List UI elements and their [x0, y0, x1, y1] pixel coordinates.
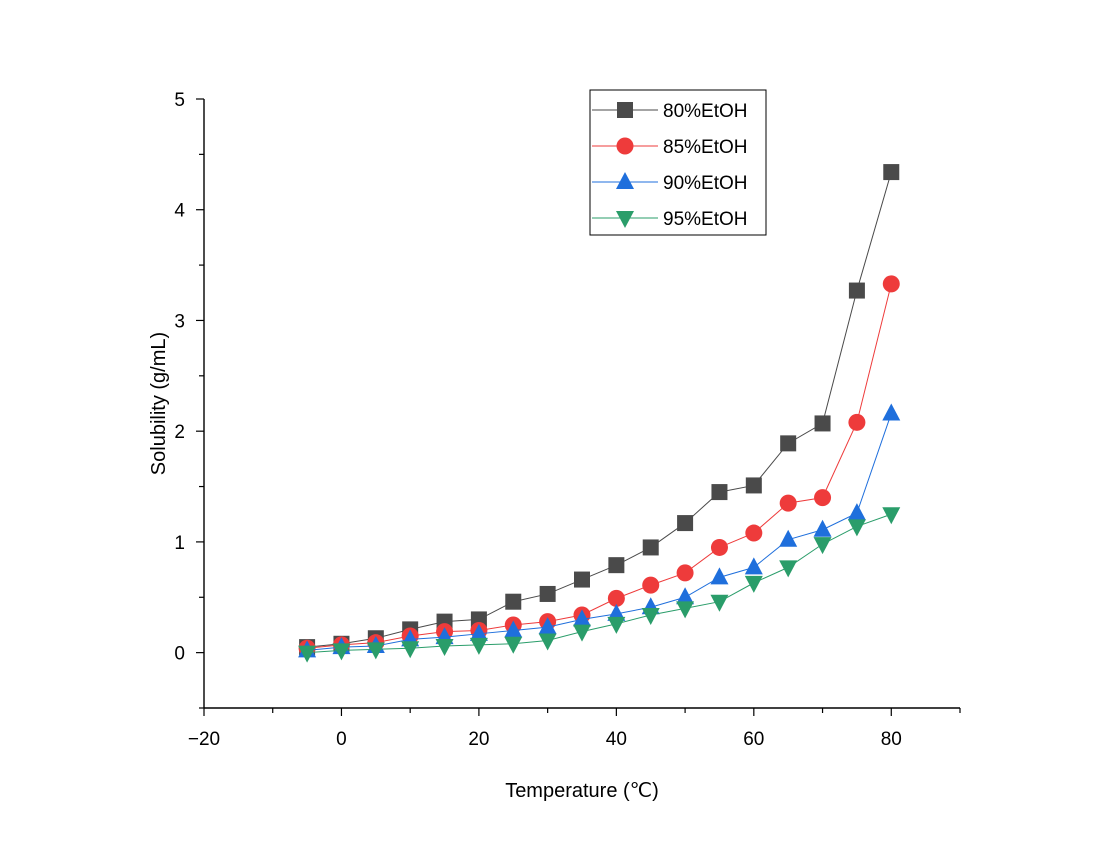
data-point-85pct-etoh [882, 275, 900, 293]
series-85pct-etoh [298, 275, 900, 657]
data-point-95pct-etoh [676, 601, 695, 619]
data-point-90pct-etoh [847, 503, 866, 521]
series-line-80pct-etoh [307, 171, 892, 648]
data-point-95pct-etoh [538, 633, 557, 651]
data-point-85pct-etoh [607, 589, 625, 607]
data-point-95pct-etoh [573, 624, 591, 642]
data-point-95pct-etoh [744, 575, 763, 593]
data-point-90pct-etoh [469, 623, 488, 641]
x-tick-label: 20 [468, 729, 489, 750]
data-point-95pct-etoh [710, 594, 729, 612]
x-tick-label: −20 [188, 729, 220, 750]
x-tick-label: 80 [881, 729, 902, 750]
data-point-95pct-etoh [298, 645, 317, 663]
data-point-90pct-etoh [676, 587, 695, 605]
data-point-90pct-etoh [607, 603, 626, 621]
data-point-95pct-etoh [641, 607, 660, 625]
series-line-90pct-etoh [307, 413, 892, 651]
data-point-95pct-etoh [469, 637, 488, 655]
data-point-80pct-etoh [883, 164, 900, 181]
data-point-95pct-etoh [504, 636, 523, 654]
y-tick-label: 1 [174, 533, 185, 554]
data-point-85pct-etoh [676, 564, 694, 582]
y-tick-label: 2 [174, 422, 185, 443]
data-point-95pct-etoh [813, 537, 832, 555]
x-tick-label: 0 [336, 729, 347, 750]
series-95pct-etoh [298, 507, 901, 663]
y-tick-label: 4 [174, 201, 185, 222]
y-tick-label: 0 [174, 644, 185, 665]
data-point-80pct-etoh [780, 435, 797, 452]
data-point-85pct-etoh [779, 494, 797, 512]
legend-label-80pct-etoh: 80%EtOH [663, 101, 747, 122]
x-tick-label: 40 [606, 729, 627, 750]
legend-label-90pct-etoh: 90%EtOH [663, 173, 747, 194]
data-point-90pct-etoh [573, 609, 591, 627]
legend-marker-80pct-etoh [617, 102, 633, 118]
data-point-80pct-etoh [608, 557, 625, 574]
legend-marker-90pct-etoh [616, 172, 634, 189]
x-axis-title: Temperature (℃) [505, 780, 659, 802]
data-point-95pct-etoh [882, 507, 901, 525]
data-point-80pct-etoh [814, 415, 831, 432]
y-axis-title: Solubility (g/mL) [148, 332, 170, 475]
data-point-90pct-etoh [504, 620, 523, 638]
series-line-85pct-etoh [307, 283, 892, 649]
data-point-95pct-etoh [366, 642, 385, 660]
data-point-85pct-etoh [814, 489, 832, 507]
data-point-80pct-etoh [677, 515, 694, 532]
data-point-90pct-etoh [813, 519, 832, 537]
data-point-90pct-etoh [538, 617, 557, 635]
legend: 80%EtOH 85%EtOH 90%EtOH 95%EtOH [589, 89, 767, 236]
data-point-80pct-etoh [711, 484, 728, 501]
data-point-80pct-etoh [745, 477, 762, 494]
data-point-90pct-etoh [882, 403, 901, 421]
legend-marker-95pct-etoh [616, 211, 634, 228]
data-point-95pct-etoh [401, 641, 420, 659]
series-90pct-etoh [298, 403, 901, 658]
data-point-95pct-etoh [847, 519, 866, 537]
y-tick-label: 3 [174, 311, 185, 332]
data-point-95pct-etoh [607, 616, 626, 634]
data-point-85pct-etoh [745, 524, 763, 542]
data-point-85pct-etoh [848, 413, 866, 431]
axes: −20 0 20 40 60 80 0 1 2 3 4 5 [174, 90, 961, 750]
data-point-90pct-etoh [779, 529, 798, 547]
legend-label-85pct-etoh: 85%EtOH [663, 137, 747, 158]
data-point-85pct-etoh [642, 576, 660, 594]
data-point-80pct-etoh [505, 593, 522, 610]
data-point-80pct-etoh [848, 282, 865, 299]
legend-label-95pct-etoh: 95%EtOH [663, 209, 747, 230]
data-point-95pct-etoh [779, 560, 798, 578]
series-layer [298, 164, 901, 663]
data-point-90pct-etoh [744, 557, 763, 575]
data-point-95pct-etoh [435, 638, 454, 656]
legend-marker-85pct-etoh [616, 137, 634, 155]
data-point-80pct-etoh [574, 571, 590, 588]
series-80pct-etoh [299, 164, 900, 656]
data-point-90pct-etoh [710, 567, 729, 585]
data-point-95pct-etoh [332, 643, 351, 661]
y-tick-label: 5 [174, 90, 185, 111]
x-tick-label: 60 [743, 729, 764, 750]
data-point-80pct-etoh [642, 539, 659, 556]
data-point-85pct-etoh [710, 538, 728, 556]
data-point-80pct-etoh [539, 585, 556, 602]
